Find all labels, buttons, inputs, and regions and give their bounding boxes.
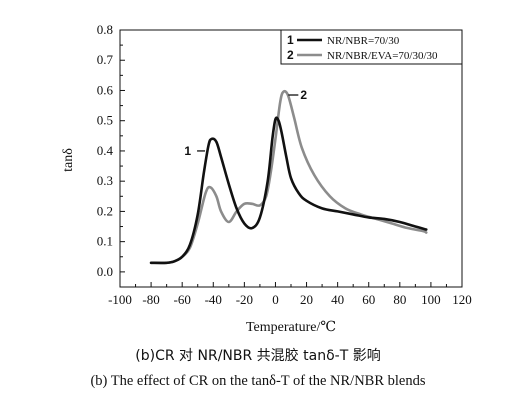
y-tick-label: 0.1 — [97, 234, 113, 249]
x-tick-label: 40 — [331, 292, 344, 307]
x-tick-label: -60 — [174, 292, 191, 307]
x-tick-label: 120 — [452, 292, 472, 307]
y-tick-label: 0.5 — [97, 113, 113, 128]
callout-label-1: 1 — [184, 144, 191, 158]
legend: 1 NR/NBR=70/30 2 NR/NBR/EVA=70/30/30 — [280, 29, 463, 65]
x-tick-label: 60 — [362, 292, 375, 307]
legend-label-2: NR/NBR/EVA=70/30/30 — [327, 50, 438, 62]
y-tick-label: 0.3 — [97, 173, 113, 188]
x-tick-label: 0 — [272, 292, 279, 307]
legend-number-1: 1 — [287, 33, 294, 47]
series-layer — [149, 89, 428, 265]
tan-delta-chart: -100 -80 -60 -40 -20 0 20 40 60 80 100 120 0.00.10.… — [61, 22, 472, 335]
series-line-1 — [149, 116, 428, 265]
y-axis-ticks: 0.0 0.1 0.2 0.3 0.4 0.5 0.6 0.7 0.8 — [97, 22, 125, 279]
caption-chinese: (b)CR 对 NR/NBR 共混胶 tanδ-T 影响 — [135, 348, 381, 364]
x-axis-label: Temperature/℃ — [246, 320, 336, 335]
x-tick-label: -20 — [236, 292, 253, 307]
x-tick-label: 20 — [300, 292, 313, 307]
x-tick-label: 100 — [421, 292, 441, 307]
x-tick-label: 80 — [393, 292, 406, 307]
y-tick-label: 0.6 — [97, 82, 114, 97]
x-axis-ticks: -100 -80 -60 -40 -20 0 20 40 60 80 100 120 — [108, 282, 472, 307]
legend-label-1: NR/NBR=70/30 — [327, 35, 400, 47]
y-tick-label: 0.7 — [97, 52, 114, 67]
y-tick-label: 0.0 — [97, 264, 113, 279]
series-line-2 — [149, 89, 428, 265]
x-tick-label: -100 — [108, 292, 132, 307]
plot-frame — [119, 29, 463, 288]
y-tick-label: 0.2 — [97, 203, 113, 218]
y-tick-label: 0.4 — [97, 143, 114, 158]
legend-box — [280, 29, 463, 65]
y-axis-label: tanδ — [61, 148, 76, 172]
annotation-layer: 12 — [184, 88, 307, 158]
legend-number-2: 2 — [287, 48, 294, 62]
x-tick-label: -40 — [205, 292, 222, 307]
callout-label-2: 2 — [300, 88, 307, 102]
caption-english: (b) The effect of CR on the tanδ-T of th… — [90, 373, 426, 389]
y-tick-label: 0.8 — [97, 22, 113, 37]
x-tick-label: -80 — [142, 292, 159, 307]
